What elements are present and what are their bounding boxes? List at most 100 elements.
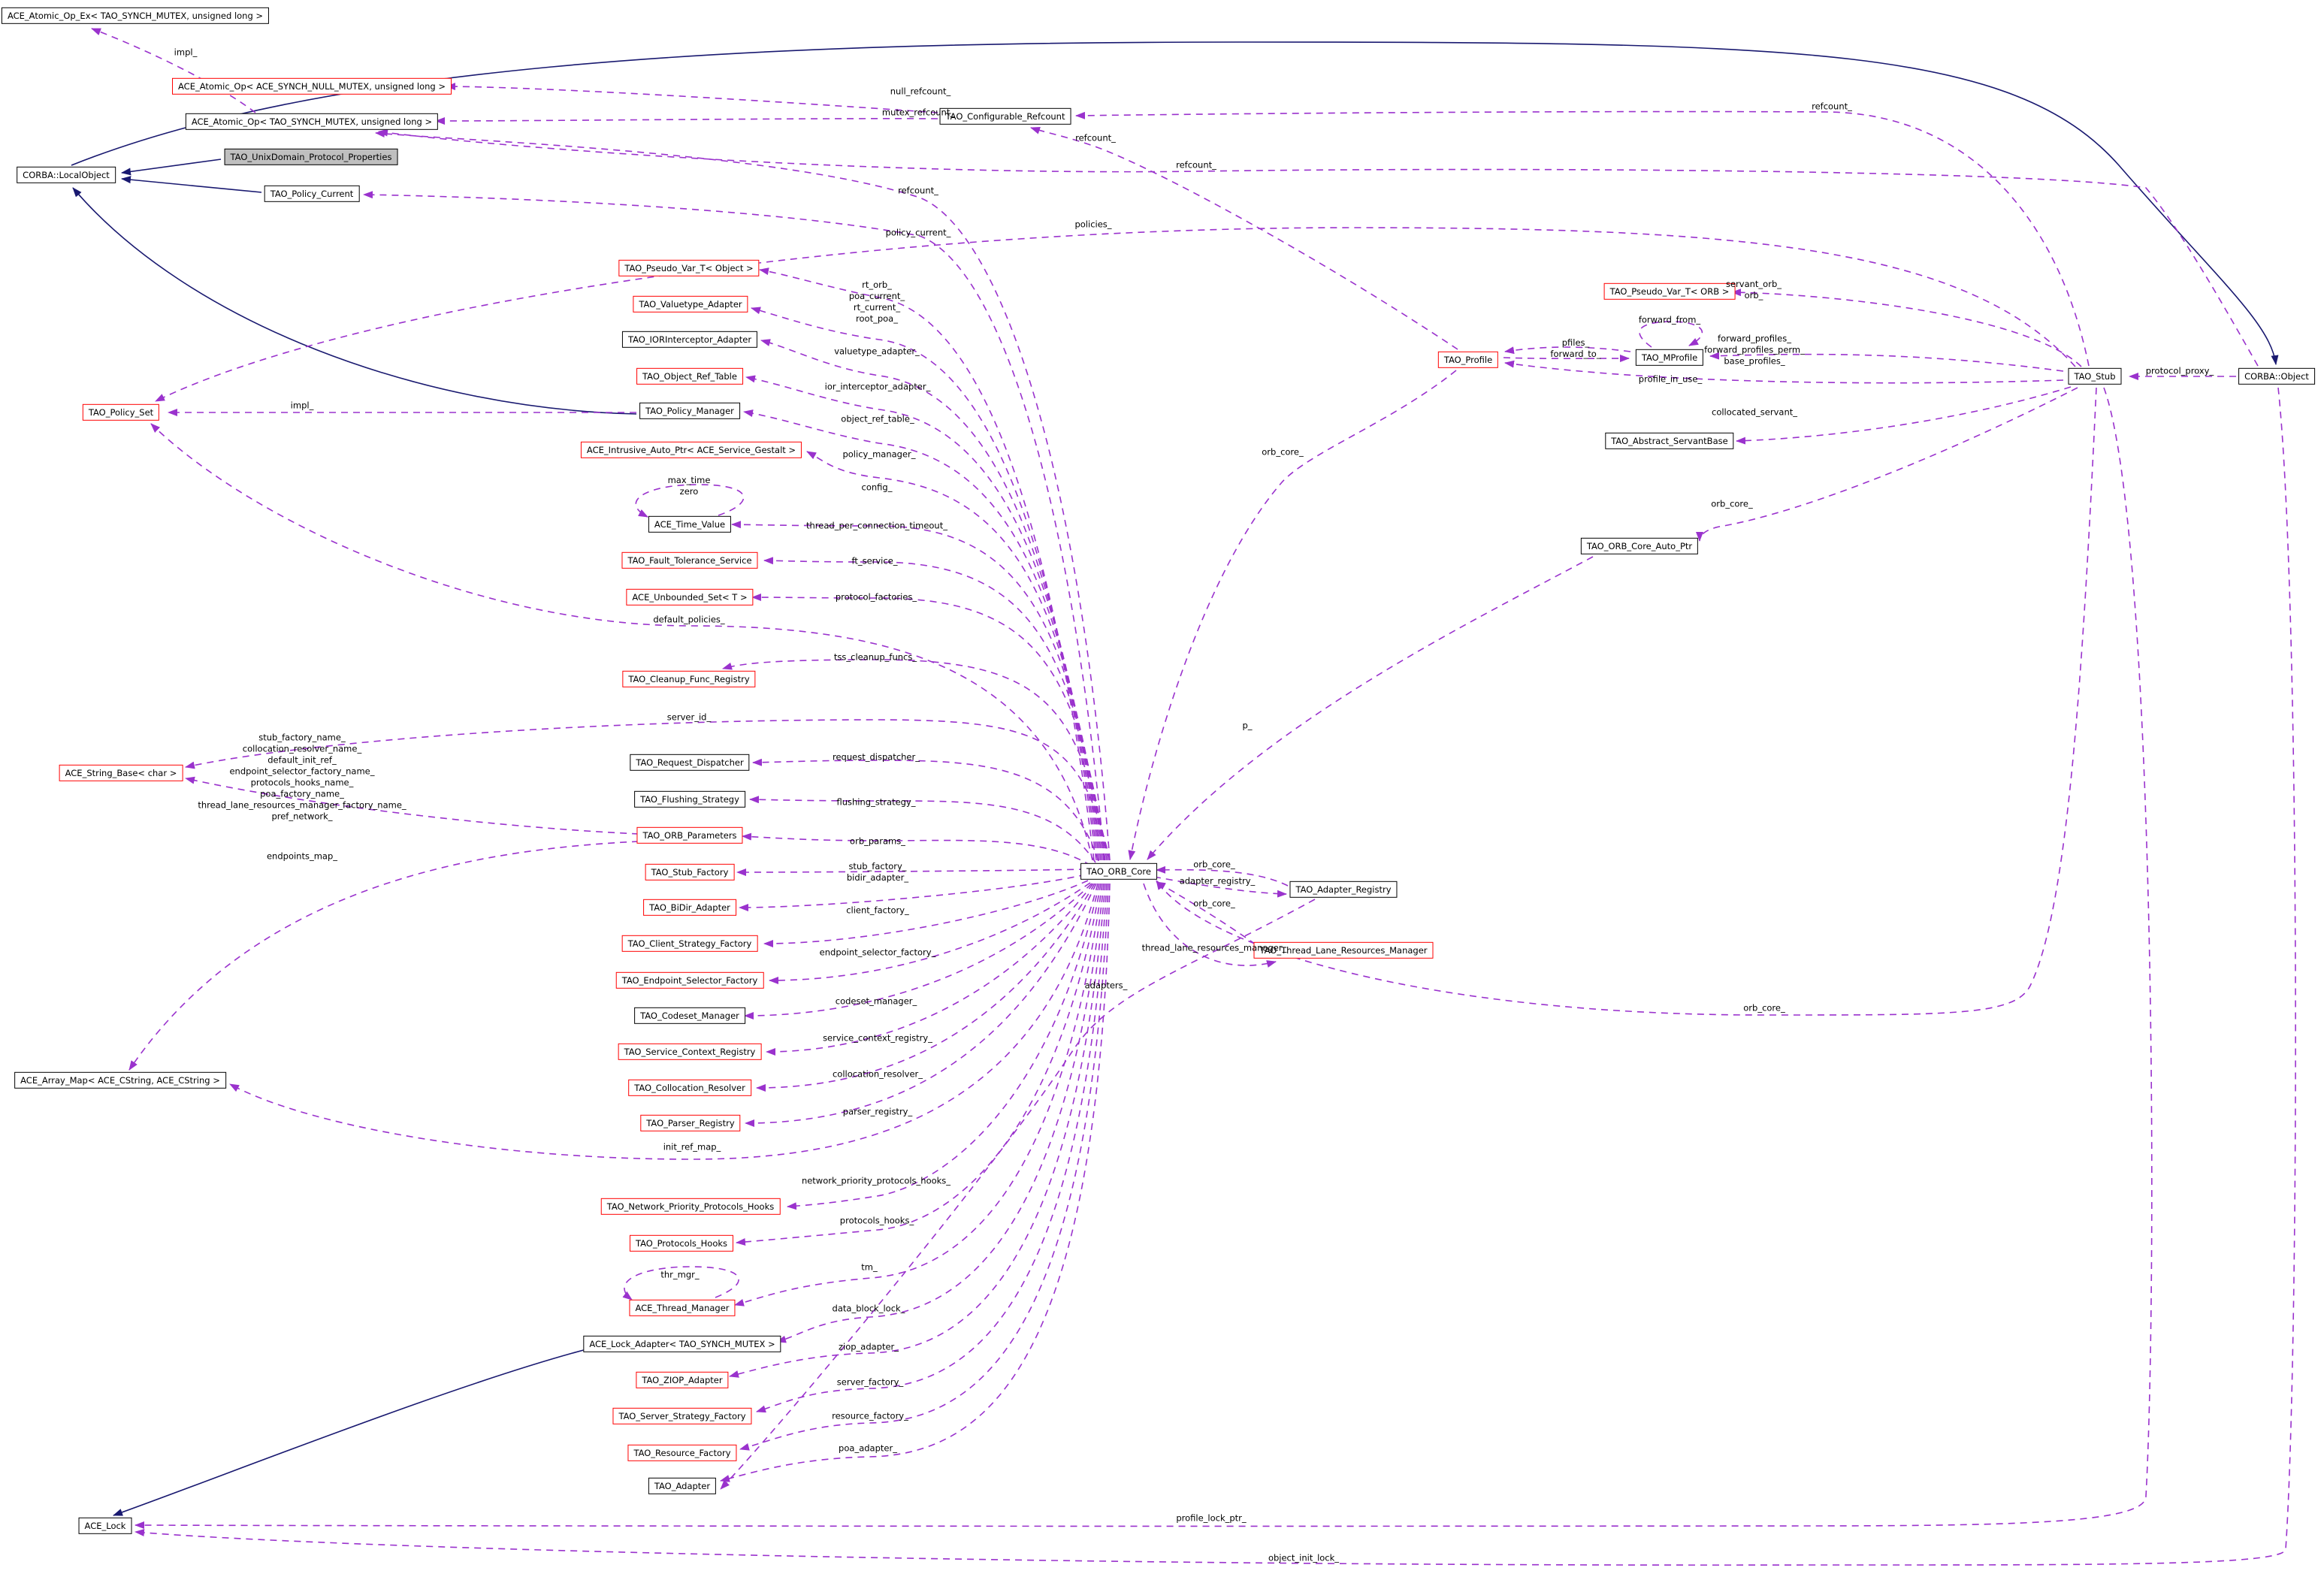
node-adapter-registry[interactable]: TAO_Adapter_Registry — [1289, 881, 1398, 899]
edge-label-impl: impl_ — [174, 47, 198, 58]
node-array-map[interactable]: ACE_Array_Map< ACE_CString, ACE_CString … — [14, 1071, 226, 1089]
node-collocation-resolver[interactable]: TAO_Collocation_Resolver — [628, 1079, 751, 1097]
edge-label-fwd-profiles-block: forward_profiles_ forward_profiles_perm_… — [1704, 333, 1805, 367]
node-atomic-op-tao[interactable]: ACE_Atomic_Op< TAO_SYNCH_MUTEX, unsigned… — [185, 113, 439, 131]
edge-label-pfiles-block: pfiles_ forward_to_ — [1550, 337, 1601, 359]
edge-inh-lockadapter-acelock — [113, 1347, 593, 1516]
edge-label-orb-core-1: orb_core_ — [1193, 859, 1235, 870]
edge-label-profile-in-use: profile_in_use_ — [1638, 373, 1703, 385]
node-policy-manager[interactable]: TAO_Policy_Manager — [639, 402, 740, 420]
edge-label-codeset-manager: codeset_manager_ — [835, 995, 917, 1007]
node-mprofile[interactable]: TAO_MProfile — [1635, 349, 1704, 367]
node-configurable-refcount[interactable]: TAO_Configurable_Refcount — [939, 107, 1071, 125]
edge-u-datablock — [776, 883, 1105, 1343]
edge-u-parser — [745, 883, 1097, 1127]
edge-u-profile-in-use — [1504, 360, 2064, 384]
node-pseudo-var-object[interactable]: TAO_Pseudo_Var_T< Object > — [618, 259, 760, 277]
edge-u-stubfact — [736, 868, 1086, 876]
edge-label-thread-per-connection-timeout: thread_per_connection_timeout_ — [806, 520, 947, 531]
edge-label-protocols-hooks: protocols_hooks_ — [839, 1215, 914, 1226]
node-string-base[interactable]: ACE_String_Base< char > — [59, 764, 183, 782]
edge-u-server-id — [185, 719, 1111, 861]
node-client-strategy-factory[interactable]: TAO_Client_Strategy_Factory — [621, 935, 758, 953]
node-lock-adapter[interactable]: ACE_Lock_Adapter< TAO_SYNCH_MUTEX > — [583, 1335, 781, 1353]
edge-u-svcctx — [766, 883, 1094, 1056]
edge-u-impl — [91, 28, 256, 113]
edge-u-max-time-loop — [635, 484, 745, 518]
node-tao-stub[interactable]: TAO_Stub — [2068, 367, 2122, 385]
node-unixdomain-protocol-properties[interactable]: TAO_UnixDomain_Protocol_Properties — [224, 148, 398, 166]
edge-label-object-init-lock: object_init_lock_ — [1268, 1552, 1340, 1563]
node-parser-registry[interactable]: TAO_Parser_Registry — [640, 1114, 741, 1132]
node-service-context-registry[interactable]: TAO_Service_Context_Registry — [618, 1043, 762, 1061]
edge-label-servant-orb-block: servant_orb_ orb_ — [1725, 279, 1782, 301]
node-intrusive-auto-ptr[interactable]: ACE_Intrusive_Auto_Ptr< ACE_Service_Gest… — [580, 441, 802, 459]
node-bidir-adapter[interactable]: TAO_BiDir_Adapter — [643, 899, 736, 917]
node-profile[interactable]: TAO_Profile — [1437, 351, 1499, 369]
edge-label-tm: tm_ — [861, 1261, 878, 1273]
node-ziop-adapter[interactable]: TAO_ZIOP_Adapter — [636, 1371, 729, 1389]
node-resource-factory[interactable]: TAO_Resource_Factory — [627, 1444, 737, 1462]
edge-label-refcount-d: refcount_ — [1812, 101, 1852, 112]
node-tao-adapter[interactable]: TAO_Adapter — [648, 1477, 717, 1495]
node-pseudo-var-orb[interactable]: TAO_Pseudo_Var_T< ORB > — [1603, 282, 1736, 301]
edge-label-endpoints-map: endpoints_map_ — [266, 850, 338, 862]
edge-u-p — [1147, 556, 1594, 860]
node-valuetype-adapter[interactable]: TAO_Valuetype_Adapter — [633, 295, 748, 313]
edge-label-protocol-proxy: protocol_proxy_ — [2145, 365, 2214, 376]
node-network-priority-protocols-hooks[interactable]: TAO_Network_Priority_Protocols_Hooks — [600, 1198, 781, 1216]
node-request-dispatcher[interactable]: TAO_Request_Dispatcher — [630, 754, 750, 772]
node-abstract-servantbase[interactable]: TAO_Abstract_ServantBase — [1605, 432, 1734, 450]
node-cleanup-func-registry[interactable]: TAO_Cleanup_Func_Registry — [622, 670, 756, 688]
edge-u-protfact — [751, 594, 1108, 861]
node-atomic-op-null[interactable]: ACE_Atomic_Op< ACE_SYNCH_NULL_MUTEX, uns… — [172, 77, 452, 95]
edge-u-orbcore-from-ar — [1156, 866, 1289, 887]
node-codeset-manager[interactable]: TAO_Codeset_Manager — [634, 1007, 745, 1025]
edge-label-collocation-resolver: collocation_resolver_ — [832, 1068, 923, 1080]
edge-u-refcount-trunk — [375, 130, 1111, 861]
edge-u-default-policies — [150, 423, 1093, 861]
edge-label-null-refcount: null_refcount_ — [890, 86, 951, 97]
edge-u-object-init-lock — [134, 387, 2296, 1566]
node-stub-factory[interactable]: TAO_Stub_Factory — [645, 863, 735, 881]
node-orb-core[interactable]: TAO_ORB_Core — [1080, 862, 1157, 881]
node-ace-lock[interactable]: ACE_Lock — [78, 1517, 132, 1535]
node-unbounded-set[interactable]: ACE_Unbounded_Set< T > — [626, 588, 754, 606]
node-atomic-op-ex[interactable]: ACE_Atomic_Op_Ex< TAO_SYNCH_MUTEX, unsig… — [1, 7, 270, 25]
node-policy-set[interactable]: TAO_Policy_Set — [82, 403, 160, 421]
edge-u-collocated-servant — [1736, 386, 2072, 445]
edge-label-profile-lock-ptr: profile_lock_ptr_ — [1176, 1512, 1247, 1524]
edge-u-refcount-stub — [1075, 110, 2090, 367]
node-protocols-hooks[interactable]: TAO_Protocols_Hooks — [629, 1234, 734, 1252]
edge-label-orb-core-3: orb_core_ — [1262, 446, 1304, 458]
edge-inh-policycurrent-localobject — [121, 176, 262, 193]
node-corba-localobject[interactable]: CORBA::LocalObject — [17, 166, 116, 184]
node-corba-object[interactable]: CORBA::Object — [2238, 367, 2315, 385]
node-server-strategy-factory[interactable]: TAO_Server_Strategy_Factory — [612, 1407, 752, 1425]
edge-label-default-policies: default_policies_ — [653, 614, 725, 625]
edge-label-network-priority-protocols-hooks: network_priority_protocols_hooks_ — [801, 1175, 951, 1186]
node-orb-parameters[interactable]: TAO_ORB_Parameters — [636, 826, 743, 844]
node-iorinterceptor-adapter[interactable]: TAO_IORInterceptor_Adapter — [621, 331, 758, 349]
edge-label-thr-mgr: thr_mgr_ — [660, 1269, 700, 1280]
node-flushing-strategy[interactable]: TAO_Flushing_Strategy — [634, 790, 745, 808]
edge-label-orb-core-4: orb_core_ — [1711, 498, 1753, 509]
edge-u-codeset — [744, 883, 1092, 1020]
edge-label-poa-adapter: poa_adapter_ — [839, 1443, 897, 1454]
edge-label-valuetype-adapter: valuetype_adapter_ — [834, 346, 920, 357]
node-thread-lane-resources-manager[interactable]: TAO_Thread_Lane_Resources_Manager — [1253, 941, 1434, 959]
node-time-value[interactable]: ACE_Time_Value — [648, 515, 732, 533]
edge-label-refcount-c: refcount_ — [898, 185, 938, 196]
edge-u-param-names — [185, 776, 639, 835]
edge-label-orb-core-2: orb_core_ — [1193, 898, 1235, 909]
node-thread-manager[interactable]: ACE_Thread_Manager — [629, 1299, 736, 1317]
node-fault-tolerance-service[interactable]: TAO_Fault_Tolerance_Service — [621, 551, 758, 569]
node-object-ref-table[interactable]: TAO_Object_Ref_Table — [636, 367, 743, 385]
edge-u-tm — [734, 883, 1103, 1307]
edge-label-refcount-b: refcount_ — [1176, 159, 1216, 171]
node-endpoint-selector-factory[interactable]: TAO_Endpoint_Selector_Factory — [615, 971, 764, 989]
node-policy-current[interactable]: TAO_Policy_Current — [264, 185, 360, 203]
edge-label-p: p_ — [1242, 720, 1253, 731]
edge-u-bidir — [739, 874, 1086, 911]
node-orb-core-auto-ptr[interactable]: TAO_ORB_Core_Auto_Ptr — [1580, 537, 1699, 555]
